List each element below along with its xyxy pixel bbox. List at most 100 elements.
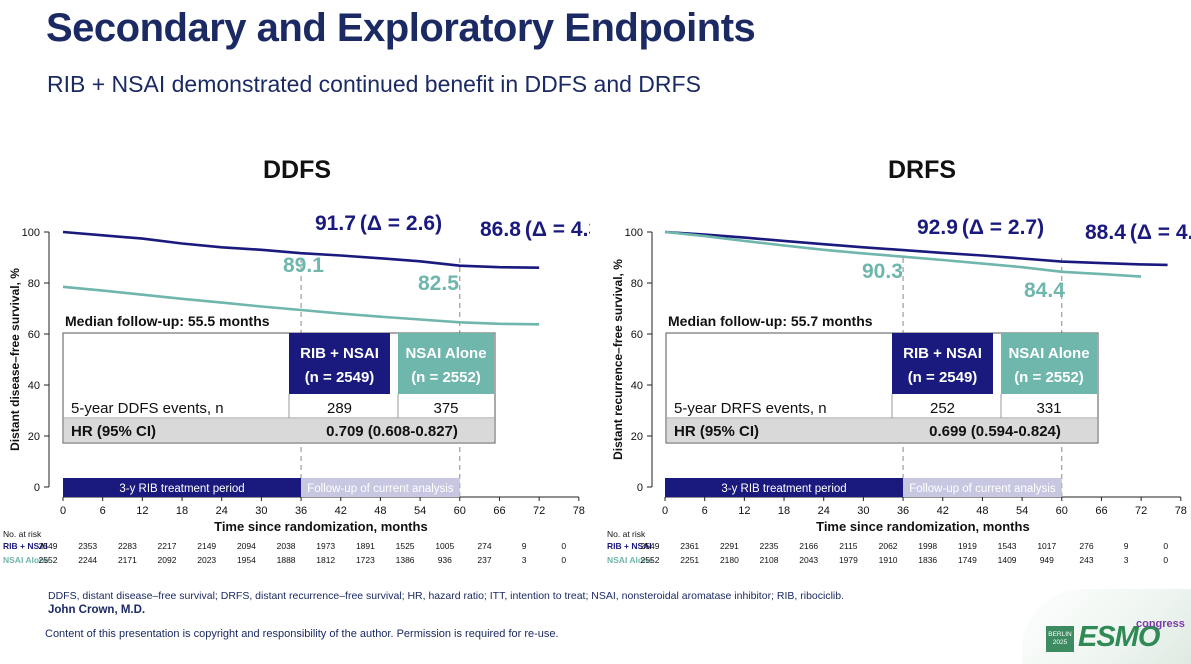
annotation-number: 92.9 xyxy=(917,216,958,239)
median-followup-label: Median follow-up: 55.7 months xyxy=(668,313,873,329)
risk-count: 2062 xyxy=(879,541,898,551)
risk-count: 3 xyxy=(522,555,527,565)
risk-count: 2166 xyxy=(799,541,818,551)
annotation-number: 90.3 xyxy=(862,260,903,283)
risk-count: 1910 xyxy=(879,555,898,565)
table-header-rib-nsai xyxy=(892,333,993,394)
risk-table-header: No. at risk xyxy=(3,529,42,539)
x-tick-label: 18 xyxy=(778,505,790,517)
risk-count: 2291 xyxy=(720,541,739,551)
risk-count: 1954 xyxy=(237,555,256,565)
x-tick-label: 30 xyxy=(255,505,267,517)
annotation-delta: (Δ = 2.6) xyxy=(360,212,442,235)
y-tick-label: 100 xyxy=(625,227,643,239)
x-tick-label: 48 xyxy=(976,505,988,517)
risk-table-header: No. at risk xyxy=(607,529,646,539)
risk-count: 0 xyxy=(1163,555,1168,565)
x-tick-label: 36 xyxy=(295,505,307,517)
km-curve-rib-nsai xyxy=(664,230,1168,267)
risk-count: 1979 xyxy=(839,555,858,565)
risk-count: 2094 xyxy=(237,541,256,551)
treatment-period-label: 3-y RIB treatment period xyxy=(119,483,244,495)
y-axis-label: Distant recurrence–free survival, % xyxy=(611,259,625,460)
x-tick-label: 6 xyxy=(702,505,708,517)
table-row-label: 5-year DDFS events, n xyxy=(71,400,224,417)
x-tick-label: 36 xyxy=(897,505,909,517)
logo-city-badge: BERLIN 2025 xyxy=(1046,626,1074,652)
risk-count: 2549 xyxy=(39,541,58,551)
x-tick-label: 66 xyxy=(493,505,505,517)
risk-count: 949 xyxy=(1040,555,1054,565)
table-row-label: HR (95% CI) xyxy=(71,423,156,440)
x-tick-label: 12 xyxy=(136,505,148,517)
annotation-number: 86.8 xyxy=(480,218,521,241)
logo-suffix: congress xyxy=(1136,618,1185,630)
risk-count: 1888 xyxy=(277,555,296,565)
risk-count: 2244 xyxy=(78,555,97,565)
x-tick-label: 42 xyxy=(937,505,949,517)
author-name: John Crown, M.D. xyxy=(48,604,146,616)
risk-count: 237 xyxy=(477,555,491,565)
risk-count: 2283 xyxy=(118,541,137,551)
table-header-nsai-alone xyxy=(1001,333,1097,394)
logo-wordmark: ESMO xyxy=(1078,621,1160,653)
risk-count: 9 xyxy=(1124,541,1129,551)
x-tick-label: 60 xyxy=(454,505,466,517)
risk-row-label: RIB + NSAI xyxy=(3,541,48,551)
risk-count: 2361 xyxy=(680,541,699,551)
table-cell-nsai-events: 331 xyxy=(1036,400,1061,417)
page-title: Secondary and Exploratory Endpoints xyxy=(46,6,756,50)
risk-count: 2023 xyxy=(197,555,216,565)
table-header-n: (n = 2549) xyxy=(305,369,375,386)
x-tick-label: 0 xyxy=(662,505,668,517)
risk-count: 2149 xyxy=(197,541,216,551)
risk-count: 1409 xyxy=(998,555,1017,565)
risk-count: 1017 xyxy=(1037,541,1056,551)
y-tick-label: 60 xyxy=(28,329,40,341)
x-tick-label: 18 xyxy=(176,505,188,517)
risk-row-label: NSAI Alone xyxy=(3,555,49,565)
risk-count: 936 xyxy=(438,555,452,565)
risk-count: 1723 xyxy=(356,555,375,565)
risk-count: 1998 xyxy=(918,541,937,551)
annotation-value: 88.4(Δ = 4.0) xyxy=(1085,221,1191,244)
y-tick-label: 0 xyxy=(637,482,643,494)
risk-count: 2115 xyxy=(839,541,858,551)
logo-year: 2025 xyxy=(1052,639,1068,646)
risk-row-label: RIB + NSAI xyxy=(607,541,652,551)
x-tick-label: 54 xyxy=(1016,505,1028,517)
treatment-period-label: 3-y RIB treatment period xyxy=(721,483,846,495)
x-tick-label: 72 xyxy=(1135,505,1147,517)
risk-count: 1543 xyxy=(998,541,1017,551)
annotation-delta: (Δ = 2.7) xyxy=(962,216,1044,239)
chart-title: DDFS xyxy=(263,156,331,184)
risk-count: 2251 xyxy=(680,555,699,565)
followup-period-label: Follow-up of current analysis xyxy=(307,483,454,495)
risk-count: 1386 xyxy=(396,555,415,565)
followup-period-band xyxy=(301,478,460,497)
y-tick-label: 80 xyxy=(631,278,643,290)
followup-period-band xyxy=(903,478,1062,497)
risk-count: 0 xyxy=(561,555,566,565)
km-curve-nsai-alone xyxy=(62,285,540,326)
annotation-number: 84.4 xyxy=(1024,279,1065,302)
risk-count: 1891 xyxy=(356,541,375,551)
y-tick-label: 20 xyxy=(28,431,40,443)
y-tick-label: 40 xyxy=(631,380,643,392)
annotation-number: 89.1 xyxy=(283,254,324,277)
risk-count: 2171 xyxy=(118,555,137,565)
x-tick-label: 72 xyxy=(533,505,545,517)
x-tick-label: 54 xyxy=(414,505,426,517)
table-cell-rib-events: 252 xyxy=(930,400,955,417)
annotation-value: 86.8(Δ = 4.3) xyxy=(480,218,590,241)
x-tick-label: 60 xyxy=(1056,505,1068,517)
risk-count: 2353 xyxy=(78,541,97,551)
y-tick-label: 20 xyxy=(631,431,643,443)
table-cell-nsai-events: 375 xyxy=(433,400,458,417)
x-tick-label: 0 xyxy=(60,505,66,517)
table-row-label: HR (95% CI) xyxy=(674,423,759,440)
x-axis-label: Time since randomization, months xyxy=(816,519,1030,534)
treatment-period-band xyxy=(63,478,302,497)
risk-count: 0 xyxy=(561,541,566,551)
risk-count: 3 xyxy=(1124,555,1129,565)
